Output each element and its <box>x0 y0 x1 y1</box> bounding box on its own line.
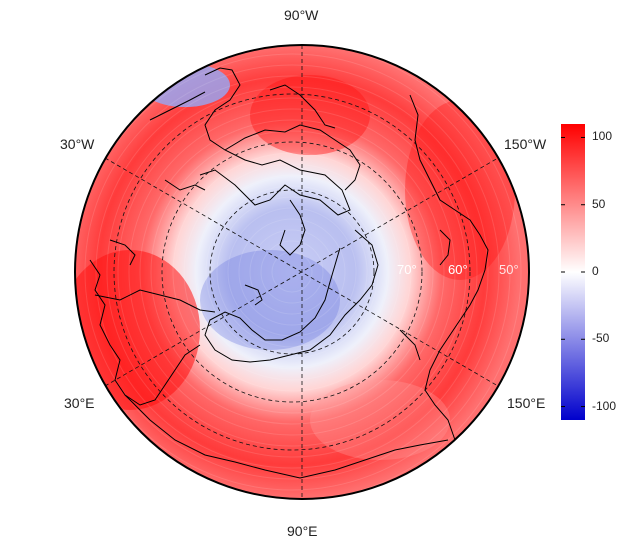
texture-ring <box>194 174 390 370</box>
texture-ring <box>271 251 313 293</box>
colorbar-tick-label: 50 <box>592 196 606 211</box>
positive-anomaly-europe <box>75 250 200 410</box>
lat-circle-70 <box>209 189 375 355</box>
colorbar-tick-label: -100 <box>592 398 617 413</box>
graticule <box>104 45 499 499</box>
texture-ring <box>75 45 522 499</box>
texture-ring <box>75 53 511 491</box>
texture-ring <box>238 218 346 326</box>
texture-ring <box>84 64 500 480</box>
texture-ring <box>95 75 489 469</box>
texture-ring <box>128 108 456 436</box>
lon-label-90e: 90°E <box>287 523 318 539</box>
colorbar-tick-label: -50 <box>592 331 610 346</box>
weak-anomaly-asia <box>310 380 450 460</box>
lon-label-90w: 90°W <box>284 7 319 23</box>
texture-ring <box>183 163 401 381</box>
grid-texture <box>75 45 522 499</box>
positive-anomaly-north-america <box>250 75 370 155</box>
meridian-30e-150w <box>104 157 499 387</box>
lon-label-150w: 150°W <box>504 136 547 152</box>
texture-ring <box>117 97 467 447</box>
texture-ring <box>260 240 324 304</box>
texture-ring <box>216 196 368 348</box>
texture-ring <box>205 185 379 359</box>
texture-ring <box>139 119 445 425</box>
lat-circle-50 <box>113 93 471 451</box>
lon-label-150e: 150°E <box>507 395 546 411</box>
lat-label-60: 60° <box>448 262 468 277</box>
lat-label-70: 70° <box>397 262 417 277</box>
texture-ring <box>106 86 478 458</box>
positive-anomaly-pacific <box>405 100 515 280</box>
texture-ring <box>150 130 434 414</box>
texture-ring <box>249 229 335 315</box>
lon-label-30e: 30°E <box>64 395 95 411</box>
lat-label-50: 50° <box>499 262 519 277</box>
map-border <box>74 44 530 500</box>
lon-label-30w: 30°W <box>60 136 95 152</box>
colorbar-tick-label: 0 <box>592 264 599 278</box>
colorbar-ticks <box>561 136 585 408</box>
lat-circle-60 <box>161 141 423 403</box>
negative-anomaly-polar <box>200 250 340 350</box>
colorbar-tick-label: 100 <box>592 129 613 144</box>
texture-ring <box>172 152 412 392</box>
coastlines <box>89 67 489 479</box>
